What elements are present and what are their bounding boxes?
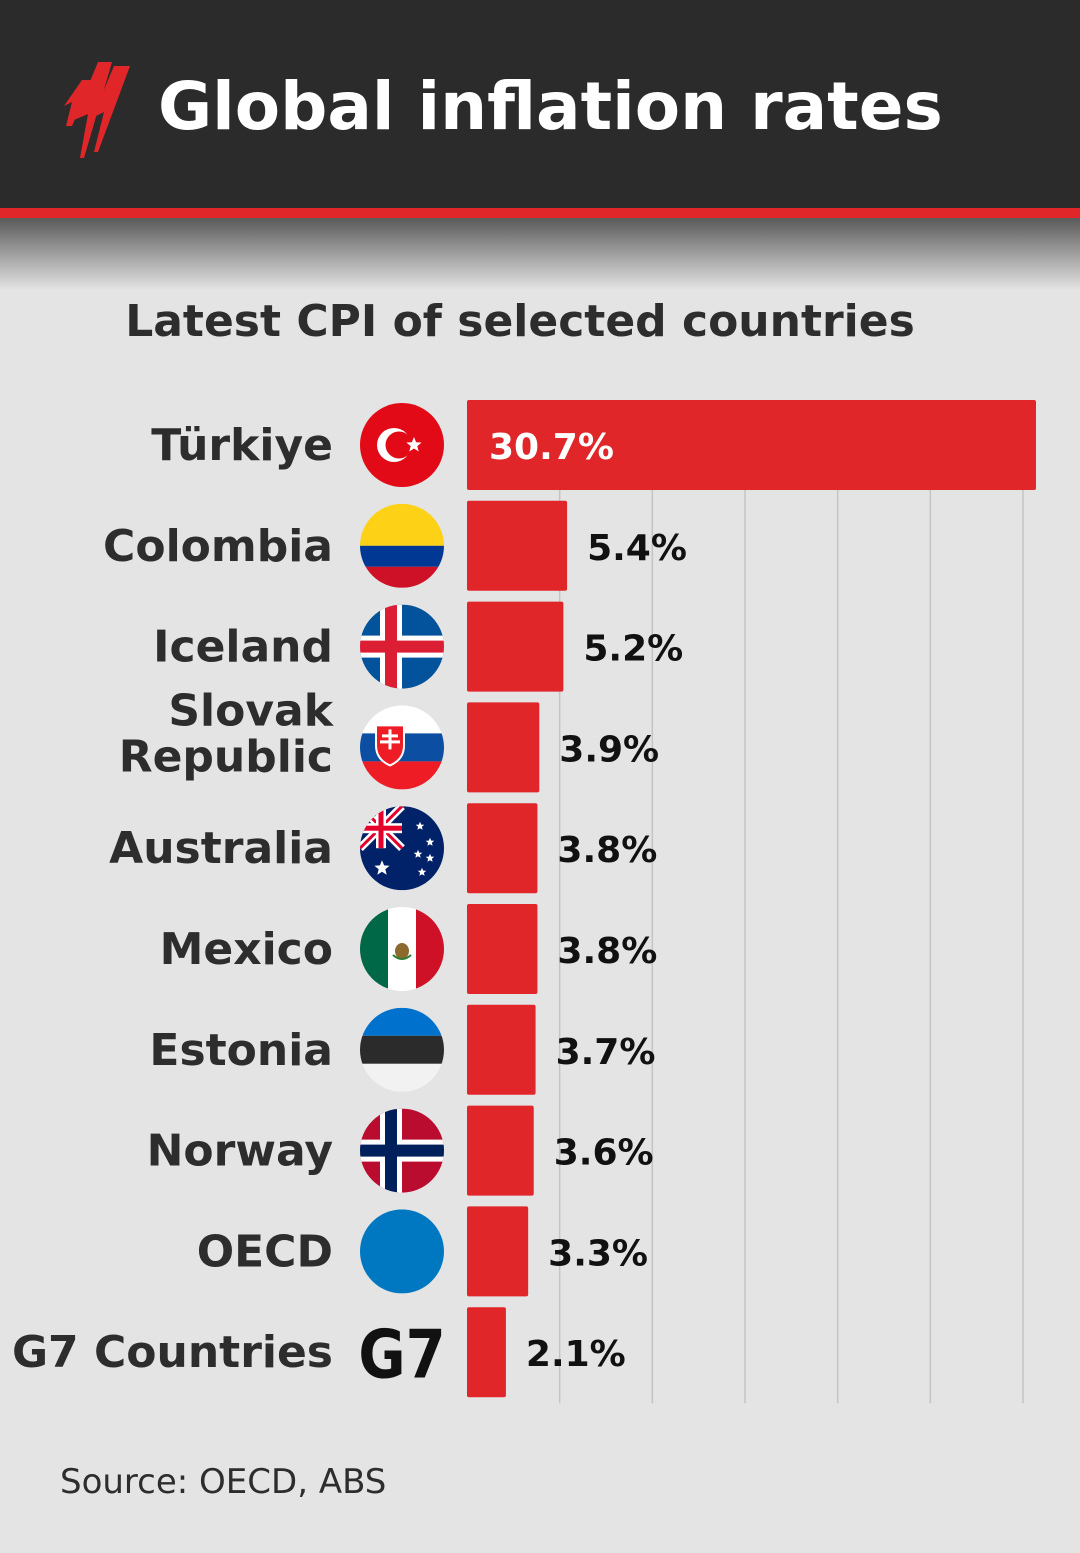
turkey-flag-icon (360, 403, 444, 487)
bar-value-label: 3.9% (559, 729, 659, 770)
g7-icon: G7 (358, 1315, 445, 1393)
category-label: OECD (197, 1226, 333, 1277)
bar-value-label: 3.8% (557, 931, 657, 972)
category-label: G7 Countries (12, 1327, 333, 1378)
bar (467, 400, 1036, 490)
oecd-icon (360, 1209, 444, 1294)
bar-value-label: 3.3% (548, 1233, 648, 1274)
bar (467, 702, 540, 793)
header-accent-stripe (0, 208, 1080, 218)
estonia-flag-icon (360, 1007, 444, 1092)
sbs-logo-icon (64, 62, 130, 158)
bar (467, 601, 564, 692)
category-label: Mexico (160, 924, 333, 975)
category-label: Iceland (153, 622, 333, 673)
mexico-flag-icon (360, 907, 444, 991)
bar (467, 904, 538, 994)
svg-text:G7: G7 (358, 1315, 445, 1393)
source-note: Source: OECD, ABS (60, 1462, 387, 1502)
category-label: Republic (119, 731, 333, 782)
page-title: Global inflation rates (158, 68, 943, 145)
bar-value-label: 5.4% (587, 528, 687, 569)
bar-value-label: 3.7% (556, 1032, 656, 1073)
iceland-flag-icon (360, 604, 444, 689)
category-label: Australia (109, 823, 333, 874)
category-label: Slovak (168, 685, 334, 736)
bar-value-label: 30.7% (489, 427, 614, 468)
bar-value-label: 3.8% (557, 830, 657, 871)
category-label: Colombia (103, 521, 333, 572)
header-bar: Global inflation rates (0, 0, 1080, 208)
norway-flag-icon (360, 1108, 444, 1193)
bar (467, 803, 538, 894)
chart-title: Latest CPI of selected countries (125, 296, 915, 347)
category-label: Estonia (149, 1025, 333, 1076)
bar (467, 1307, 506, 1398)
bar (467, 500, 568, 591)
category-label: Norway (147, 1126, 333, 1177)
bar-value-label: 3.6% (554, 1133, 654, 1174)
colombia-flag-icon (360, 503, 444, 588)
bar-value-label: 2.1% (526, 1334, 626, 1375)
slovakia-flag-icon (360, 705, 444, 790)
bar (467, 1206, 529, 1297)
header-shadow (0, 218, 1080, 290)
bar-value-label: 5.2% (583, 629, 683, 670)
bar (467, 1004, 536, 1095)
category-label: Türkiye (151, 420, 333, 471)
australia-flag-icon (360, 806, 444, 891)
bar (467, 1105, 534, 1196)
